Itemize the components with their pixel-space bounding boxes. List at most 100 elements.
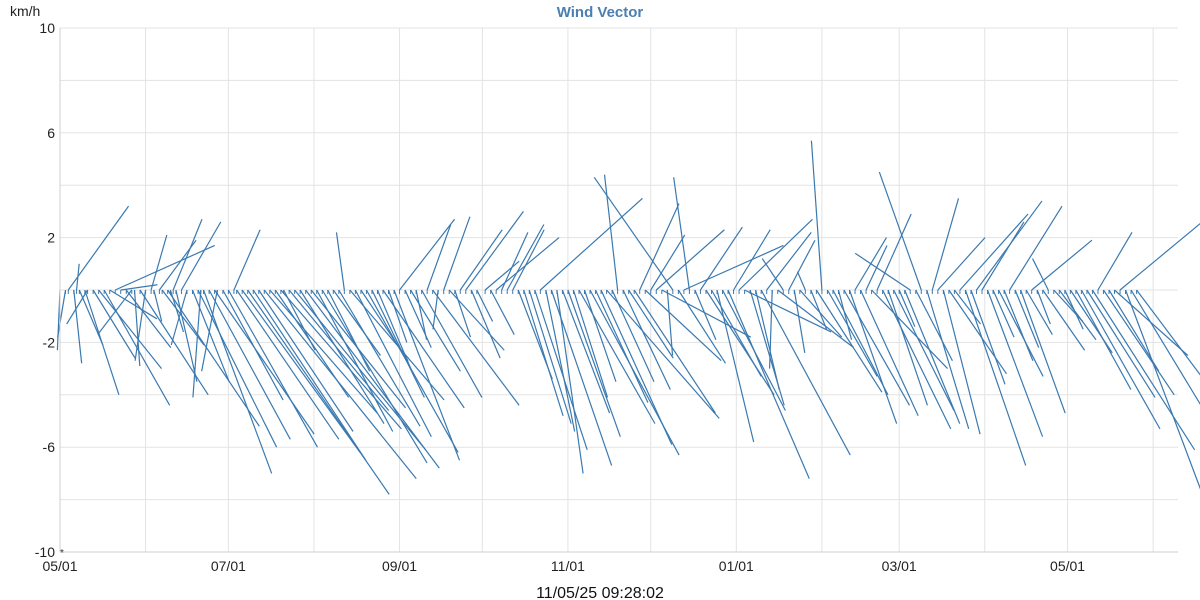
corner-marker: * xyxy=(60,548,64,559)
wind-vector-2025-04-14 xyxy=(1020,289,1066,414)
wind-vector-2025-05-20 xyxy=(1119,222,1200,291)
wind-vector-2025-04-02 xyxy=(986,289,1044,437)
axes xyxy=(59,28,1178,553)
wind-vector-2025-01-08 xyxy=(755,289,780,390)
wind-vector-2024-12-13 xyxy=(683,244,784,291)
wind-vector-2025-05-08 xyxy=(1086,289,1156,398)
wind-vector-2024-06-24 xyxy=(208,289,291,440)
wind-vector-2024-09-07 xyxy=(415,289,428,340)
wind-vector-2025-02-19 xyxy=(871,289,948,370)
wind-vector-2025-01-28 xyxy=(810,289,828,330)
wind-vector-2024-08-08 xyxy=(332,289,381,356)
wind-vector-2024-09-17 xyxy=(443,216,471,291)
wind-vector-2024-08-12 xyxy=(335,232,345,291)
wind-vector-2024-12-15 xyxy=(673,177,690,291)
chart-title: Wind Vector xyxy=(557,4,644,21)
wind-vector-2024-05-21 xyxy=(114,244,216,291)
wind-vector-2024-10-20 xyxy=(534,289,588,451)
wind-vector-2024-11-01 xyxy=(567,289,621,437)
wind-vector-2024-06-27 xyxy=(201,289,218,372)
wind-vector-2024-05-15 xyxy=(98,289,162,369)
wind-vector-2024-10-18 xyxy=(528,289,572,424)
wind-vector-2024-07-03 xyxy=(233,229,261,291)
wind-vector-2025-04-16 xyxy=(1025,289,1053,335)
wind-vector-2024-08-22 xyxy=(371,289,425,398)
wind-vector-2024-05-30 xyxy=(139,289,209,396)
wind-vector-2024-12-21 xyxy=(705,289,775,396)
wind-vector-2024-10-02 xyxy=(484,260,520,291)
wind-vector-2025-03-01 xyxy=(898,289,916,327)
wind-vector-2024-06-26 xyxy=(214,289,315,435)
wind-vector-2025-01-04 xyxy=(744,289,832,333)
wind-vector-2025-03-05 xyxy=(854,252,911,291)
wind-vector-2025-05-26 xyxy=(1136,289,1200,376)
wind-vector-2025-02-05 xyxy=(832,289,889,396)
wind-vector-2024-12-19 xyxy=(699,226,743,291)
wind-vector-2025-04-20 xyxy=(1036,289,1051,325)
wind-vector-2024-10-24 xyxy=(545,289,576,432)
wind-vector-2024-09-03 xyxy=(404,289,432,348)
wind-vector-2024-10-06 xyxy=(495,237,560,291)
wind-vector-2025-03-21 xyxy=(953,289,982,325)
y-axis-unit: km/h xyxy=(10,3,40,19)
wind-vector-2024-12-25 xyxy=(716,289,755,443)
x-tick-label: 01/01 xyxy=(719,558,754,574)
wind-vector-2025-04-30 xyxy=(1064,289,1084,330)
wind-vector-2024-06-22 xyxy=(202,289,273,474)
wind-vector-2025-03-07 xyxy=(915,289,953,362)
wind-vector-2024-10-30 xyxy=(561,289,611,414)
wind-vector-2024-05-10 xyxy=(84,289,120,395)
wind-vector-2025-03-27 xyxy=(970,289,1006,385)
wind-vector-2024-12-11 xyxy=(677,289,727,364)
wind-vector-2024-07-06 xyxy=(241,289,361,453)
wind-vector-2024-09-29 xyxy=(476,289,494,322)
wind-vector-2025-02-07 xyxy=(837,289,853,340)
wind-vector-2024-06-04 xyxy=(153,289,163,322)
wind-vector-2024-08-24 xyxy=(376,289,415,377)
wind-vector-2024-05-13 xyxy=(92,289,136,359)
wind-vector-2024-09-13 xyxy=(432,289,520,406)
x-tick-label: 05/01 xyxy=(1050,558,1085,574)
wind-vector-2024-10-28 xyxy=(556,289,584,474)
wind-vector-2025-02-23 xyxy=(882,289,952,430)
wind-vector-2025-01-02 xyxy=(738,218,813,291)
wind-vectors xyxy=(56,140,1200,495)
wind-vector-2024-08-16 xyxy=(354,289,432,437)
wind-vector-2024-09-09 xyxy=(421,289,483,398)
wind-vector-2025-02-15 xyxy=(859,289,919,417)
wind-vector-2025-05-24 xyxy=(1130,289,1200,405)
wind-vector-2025-03-15 xyxy=(937,237,986,291)
wind-vector-2024-05-23 xyxy=(120,284,158,291)
wind-vector-2024-11-03 xyxy=(572,289,609,398)
wind-vector-2025-02-21 xyxy=(876,213,912,291)
wind-vector-2024-10-08 xyxy=(501,232,529,291)
wind-vector-2024-06-09 xyxy=(167,289,260,427)
y-tick-labels: 10 6 2 -2 -6 -10 xyxy=(35,20,55,560)
wind-vector-2025-04-08 xyxy=(1003,289,1034,361)
wind-vector-2024-09-15 xyxy=(432,289,439,330)
wind-vector-2025-03-13 xyxy=(931,198,960,291)
wind-vector-2025-05-22 xyxy=(1124,289,1200,490)
wind-vector-2024-06-21 xyxy=(192,289,202,398)
wind-vector-2024-06-20 xyxy=(197,289,278,448)
wind-vector-2024-11-25 xyxy=(633,289,716,414)
wind-vector-2024-08-26 xyxy=(382,289,465,409)
wind-vector-2024-05-27 xyxy=(97,289,133,335)
wind-vector-2024-08-06 xyxy=(327,289,371,372)
wind-vector-2025-02-11 xyxy=(848,289,898,424)
wind-vector-2024-05-25 xyxy=(125,289,172,349)
wind-vector-2025-04-26 xyxy=(1053,289,1084,322)
baseline-ticks xyxy=(59,290,1138,294)
wind-vector-2024-09-25 xyxy=(465,211,524,291)
wind-vector-2024-08-04 xyxy=(321,289,428,464)
wind-vector-2024-06-14 xyxy=(180,221,222,291)
wind-vector-2025-05-04 xyxy=(1075,289,1132,390)
wind-vector-2024-11-29 xyxy=(644,289,722,362)
wind-vector-2025-03-03 xyxy=(904,289,961,424)
wind-vector-2024-12-23 xyxy=(710,289,762,377)
wind-vector-2025-01-12 xyxy=(766,231,812,291)
wind-vector-2024-06-01 xyxy=(134,289,147,361)
wind-vector-2025-01-20 xyxy=(788,239,816,291)
wind-vector-2024-08-28 xyxy=(387,289,408,343)
